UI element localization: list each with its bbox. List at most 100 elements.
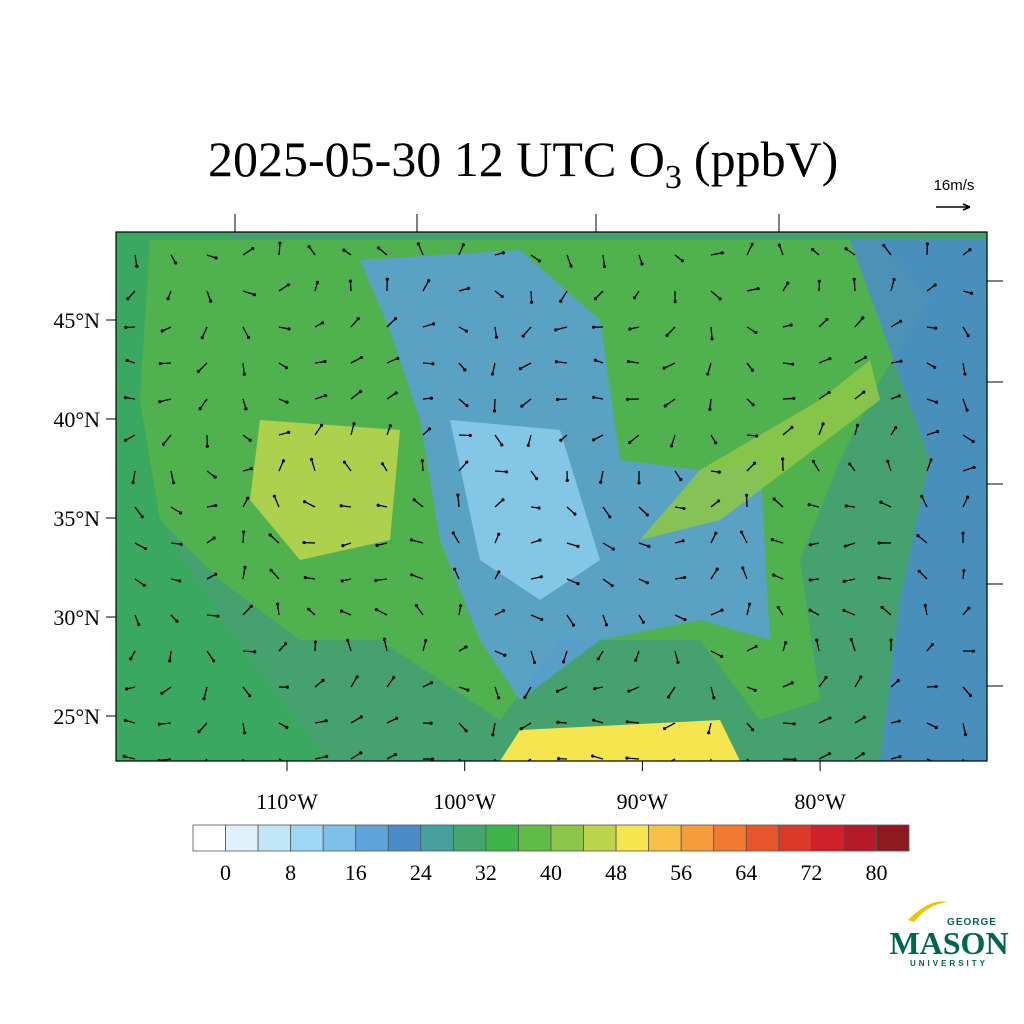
wind-vector-head: [592, 395, 596, 399]
wind-vector: [890, 320, 901, 328]
colorbar-label: 48: [605, 860, 627, 885]
wind-vector-head: [429, 721, 433, 725]
wind-vector: [422, 280, 430, 292]
wind-vector-head: [374, 578, 378, 583]
wind-vector: [310, 459, 316, 472]
wind-vector-head: [464, 729, 468, 733]
wind-vector: [782, 397, 794, 400]
wind-vector: [386, 425, 391, 436]
wind-vector: [242, 362, 245, 375]
wind-vector-head: [714, 531, 718, 535]
wind-vector: [494, 686, 500, 699]
wind-vector: [206, 290, 212, 302]
wind-vector: [242, 567, 246, 580]
wind-vector: [383, 639, 388, 652]
wind-vector: [520, 722, 532, 730]
wind-vector-head: [157, 722, 161, 726]
wind-vector-head: [710, 337, 714, 341]
wind-vector-head: [414, 603, 418, 608]
wind-vector-head: [382, 637, 386, 641]
wind-vector: [204, 758, 208, 761]
wind-vector-head: [790, 425, 794, 430]
wind-vector: [458, 722, 467, 732]
wind-vector: [818, 717, 831, 724]
wind-vector-head: [899, 359, 903, 363]
wind-vector-head: [468, 433, 472, 438]
wind-vector-head: [680, 259, 684, 263]
elevated-ozone-region: [250, 420, 400, 560]
wind-vector-head: [828, 716, 832, 720]
wind-vector-head: [842, 608, 846, 613]
wind-vector: [854, 676, 862, 688]
wind-vector-head: [302, 540, 306, 545]
wind-vector: [626, 757, 640, 760]
wind-vector-head: [375, 543, 379, 547]
wind-vector: [600, 470, 604, 483]
wind-vector-head: [640, 262, 644, 266]
map-frame: [115, 231, 988, 762]
wind-vector: [278, 284, 289, 292]
wind-vector: [962, 434, 974, 443]
wind-vector-head: [214, 503, 218, 508]
wind-vector: [602, 506, 611, 518]
wind-vector-head: [753, 461, 757, 465]
wind-vector: [812, 461, 820, 472]
wind-vector-head: [827, 752, 832, 756]
atlantic: [850, 240, 987, 761]
wind-vector-head: [286, 283, 290, 287]
wind-vector: [413, 499, 424, 508]
wind-vector-head: [142, 583, 146, 587]
wind-vector: [670, 758, 676, 761]
wind-vector: [458, 244, 464, 256]
wind-vector-head: [465, 460, 469, 464]
wind-vector-head: [916, 534, 920, 538]
wind-vector: [602, 578, 613, 587]
wind-vector-head: [843, 544, 848, 548]
wind-vector-head: [610, 584, 614, 588]
wind-vector: [778, 245, 784, 256]
wind-vector: [890, 680, 899, 688]
wind-vector: [710, 290, 721, 300]
wind-vector-head: [315, 280, 320, 285]
ohio-valley-band: [640, 360, 880, 540]
wind-vector: [242, 758, 245, 761]
wind-vector-head: [212, 536, 216, 540]
wind-vector: [602, 542, 614, 550]
wind-vector-head: [752, 765, 755, 768]
wind-vector-head: [135, 264, 139, 268]
wind-vector-head: [214, 572, 218, 576]
wind-vector-head: [808, 543, 813, 547]
wind-vector-head: [707, 731, 711, 735]
wind-vector-head: [461, 243, 465, 247]
wind-vector-head: [917, 569, 921, 573]
wind-vector: [557, 686, 568, 692]
wind-vector-head: [676, 660, 680, 664]
wind-vector-head: [593, 687, 597, 691]
frame-ticks: 45°N 40°N 35°N 30°N 25°N 110°W 100°W 90°W 80°W: [53, 214, 1003, 814]
wind-vector: [926, 459, 932, 472]
wind-vector-head: [555, 397, 560, 402]
wind-vector-head: [859, 675, 863, 679]
colorbar-box: [257, 824, 292, 852]
wind-vector-head: [750, 242, 754, 246]
wind-vector-head: [126, 297, 130, 301]
lat-label: 30°N: [53, 605, 100, 630]
wind-vector: [782, 362, 793, 365]
wind-vector: [843, 578, 856, 583]
wind-vector: [206, 650, 215, 662]
wind-vector-head: [160, 691, 164, 695]
wind-vector: [415, 605, 424, 616]
wind-vector-head: [879, 500, 883, 504]
wind-vector: [242, 290, 255, 296]
wind-vector-head: [394, 716, 399, 720]
wind-vector-head: [122, 754, 126, 758]
wind-vector: [926, 284, 936, 292]
wind-vector: [773, 498, 784, 508]
wind-vector: [421, 460, 424, 472]
wind-vector: [341, 505, 352, 508]
wind-vector: [809, 609, 820, 616]
wind-vector-head: [662, 726, 667, 731]
wind-vector: [314, 680, 324, 688]
very-low-ozone-region: [450, 420, 600, 600]
title-subscript: 3: [665, 159, 682, 196]
